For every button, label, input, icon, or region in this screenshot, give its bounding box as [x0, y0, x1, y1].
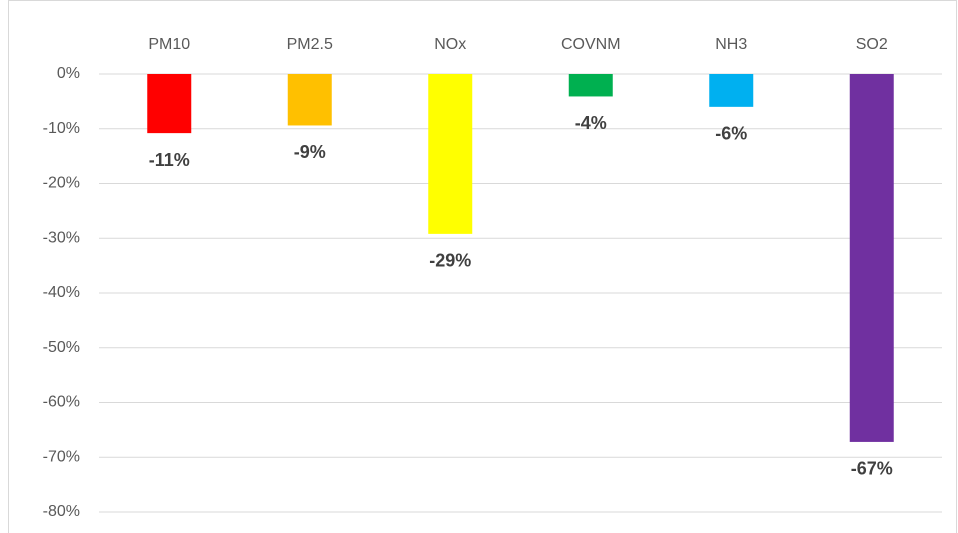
bar	[568, 74, 613, 97]
x-tick-label: SO2	[856, 36, 888, 53]
y-tick-label: -70%	[43, 448, 80, 465]
data-label: -67%	[851, 459, 893, 479]
chart-border	[8, 0, 957, 533]
data-label: -4%	[575, 113, 607, 133]
data-label: -11%	[149, 150, 190, 170]
bar	[709, 74, 754, 107]
bar	[849, 74, 894, 442]
y-tick-label: -10%	[43, 120, 80, 137]
y-tick-label: -30%	[43, 229, 80, 246]
y-tick-label: -20%	[43, 175, 80, 192]
x-tick-label: COVNM	[561, 36, 621, 53]
x-tick-label: NOx	[434, 36, 466, 53]
y-tick-label: 0%	[57, 65, 80, 82]
bar	[428, 74, 473, 234]
y-tick-label: -80%	[43, 503, 80, 520]
x-tick-label: PM10	[148, 36, 190, 53]
bar	[287, 74, 332, 126]
data-label: -6%	[715, 124, 747, 144]
y-tick-label: -60%	[43, 394, 80, 411]
data-label: -29%	[429, 251, 471, 271]
data-label: -9%	[294, 142, 326, 162]
y-tick-label: -50%	[43, 339, 80, 356]
x-tick-label: NH3	[715, 36, 747, 53]
x-tick-label: PM2.5	[287, 36, 333, 53]
y-tick-label: -40%	[43, 284, 80, 301]
bar	[147, 74, 192, 134]
